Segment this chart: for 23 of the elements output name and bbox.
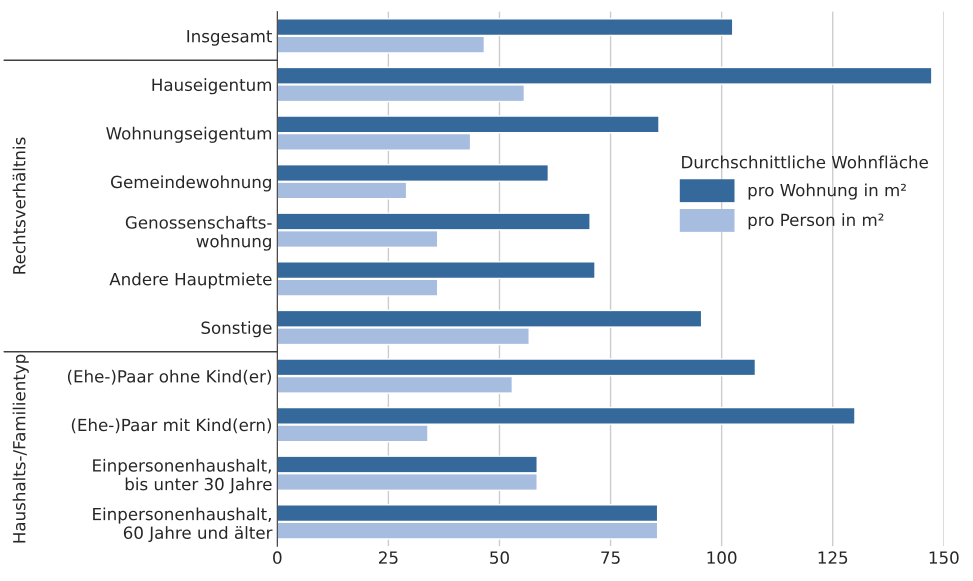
y-tick-label: (Ehe-)Paar ohne Kind(er) bbox=[68, 370, 272, 385]
x-tick-label: 150 bbox=[930, 551, 959, 564]
legend-label: pro Person in m² bbox=[748, 213, 884, 230]
x-tick-label: 125 bbox=[818, 551, 848, 564]
y-tick-label: Andere Hauptmiete bbox=[109, 272, 272, 289]
y-tick-label: (Ehe-)Paar mit Kind(ern) bbox=[72, 418, 272, 434]
legend-title: Durchschnittliche Wohnfläche bbox=[682, 156, 928, 168]
x-tick-label: 100 bbox=[708, 551, 736, 564]
y-tick-label: Gemeindewohnung bbox=[111, 175, 271, 192]
x-tick-label: 25 bbox=[379, 551, 398, 564]
y-tick-label: Einpersonenhaushalt, 60 Jahre und älter bbox=[93, 507, 272, 542]
text: Haushalts-/Familientyp bbox=[12, 354, 29, 543]
y-tick-label: Einpersonenhaushalt, bis unter 30 Jahre bbox=[93, 458, 272, 494]
y-tick-label: Wohnungseigentum bbox=[106, 126, 272, 143]
y-tick-label: Genossenschafts- wohnung bbox=[126, 216, 272, 251]
text: Rechtsverhältnis bbox=[12, 138, 26, 274]
x-tick-label: 75 bbox=[601, 552, 620, 564]
y-tick-label: Insgesamt bbox=[187, 30, 272, 46]
x-tick-label: 0 bbox=[273, 551, 282, 564]
legend-label: pro Wohnung in m² bbox=[748, 184, 906, 200]
x-tick-label: 50 bbox=[490, 551, 509, 564]
y-tick-label: Sonstige bbox=[202, 321, 272, 338]
y-tick-label: Hauseigentum bbox=[152, 78, 272, 94]
